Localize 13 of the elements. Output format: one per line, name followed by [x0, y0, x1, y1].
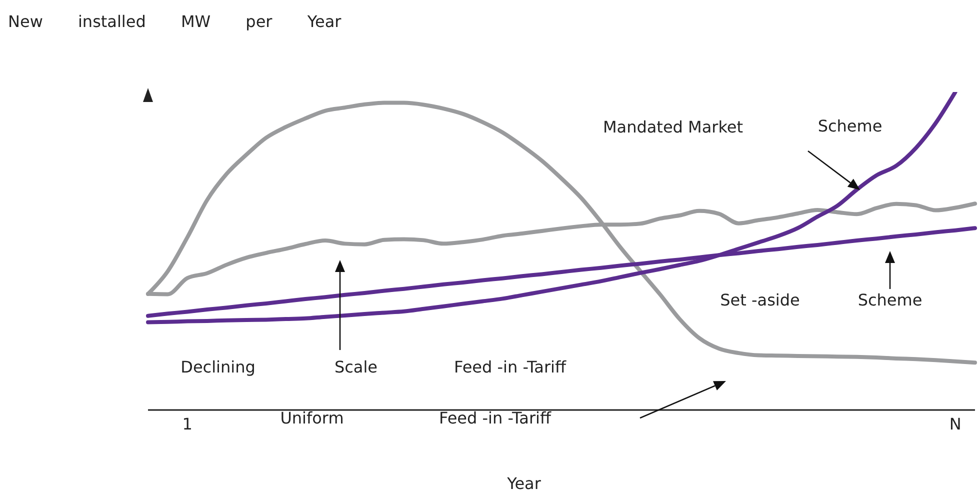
annotation: Set -aside — [720, 290, 800, 310]
annotation: Feed -in -Tariff — [439, 408, 552, 428]
annotation: Scale — [334, 358, 378, 376]
x-tick-label: N — [949, 414, 962, 434]
annotation: Scheme — [858, 290, 922, 310]
annotation: Feed -in -Tariff — [454, 358, 567, 376]
chart-title: New installed MW per Year — [8, 12, 342, 31]
annotation: Scheme — [818, 116, 882, 136]
annotation: Uniform — [280, 408, 344, 428]
annotation: Mandated Market — [602, 118, 744, 136]
annotation: Declining — [180, 358, 256, 376]
x-tick-label: 1 — [182, 414, 192, 434]
x-axis-title: Year — [506, 474, 542, 493]
